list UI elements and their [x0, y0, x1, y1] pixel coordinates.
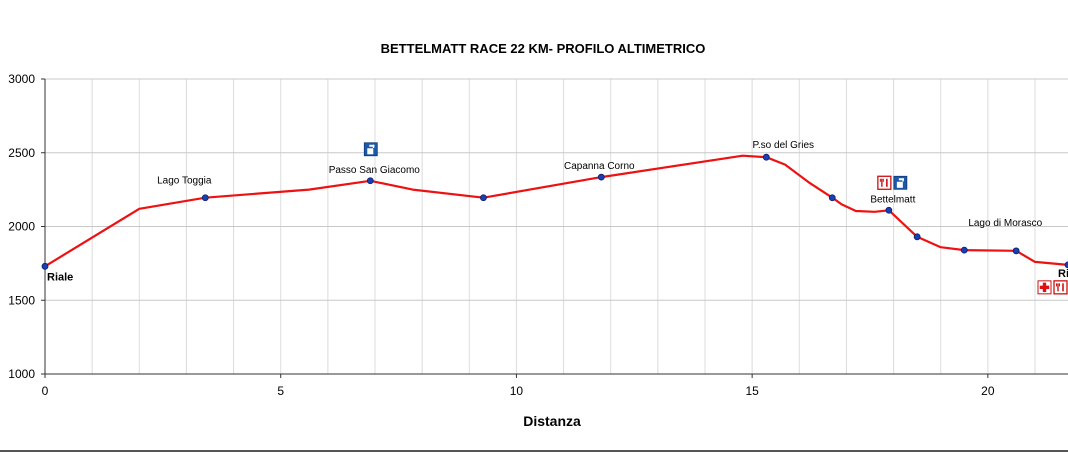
water-icon-spout — [902, 178, 904, 182]
waypoint-label: Bettelmatt — [870, 194, 915, 205]
waypoint-marker — [480, 194, 487, 202]
water-icon-tap — [898, 178, 904, 181]
waypoint-label: Passo San Giacomo — [329, 165, 421, 176]
waypoint-label: P.so del Gries — [753, 140, 815, 151]
waypoint-label: Capanna Corno — [564, 161, 635, 172]
waypoint-marker — [828, 194, 836, 202]
waypoint-marker — [960, 246, 968, 254]
series-group — [41, 153, 1068, 270]
food-icon-bg — [1053, 280, 1068, 295]
x-tick-label: 10 — [510, 384, 524, 398]
chart-title: BETTELMATT RACE 22 KM- PROFILO ALTIMETRI… — [381, 41, 706, 56]
waypoint-marker — [1064, 261, 1068, 269]
waypoint-label: Lago Toggia — [157, 176, 212, 187]
axis-ticks: 1000 1500 2000 2500 3000 0 5 10 15 20 — [8, 72, 995, 398]
first-aid-icon — [1037, 280, 1052, 295]
x-tick-label: 0 — [42, 384, 49, 398]
waypoint-marker — [913, 233, 921, 241]
water-icon-spout — [372, 144, 375, 148]
food-icon-bg — [877, 175, 892, 190]
first-aid-icon-cross-h — [1039, 285, 1050, 290]
x-axis-label: Distanza — [523, 413, 581, 429]
waypoint-labels: Riale Lago Toggia Passo San Giacomo Capanna… — [47, 140, 1068, 295]
y-tick-label: 2500 — [8, 146, 35, 160]
y-tick-label: 1500 — [8, 293, 35, 307]
y-tick-label: 1000 — [8, 367, 35, 381]
waypoint-marker — [41, 262, 49, 270]
food-icon — [1053, 280, 1068, 295]
bottom-border — [0, 450, 1068, 452]
water-icon-glass — [367, 148, 374, 155]
waypoint-label: Ria — [1058, 268, 1068, 280]
waypoint-marker — [597, 173, 605, 181]
x-tick-label: 20 — [981, 384, 995, 398]
food-icon — [877, 175, 892, 190]
waypoint-marker — [1012, 247, 1020, 255]
waypoint-marker — [762, 153, 770, 161]
grid — [44, 78, 1068, 375]
waypoint-label: Lago di Morasco — [968, 218, 1042, 229]
water-icon — [363, 142, 378, 157]
water-icon-glass — [896, 181, 903, 188]
y-tick-label: 3000 — [8, 72, 35, 86]
water-icon — [893, 175, 908, 190]
waypoint-marker — [366, 177, 374, 185]
waypoint-label: Riale — [47, 271, 73, 283]
y-tick-label: 2000 — [8, 220, 35, 234]
x-tick-label: 15 — [745, 384, 759, 398]
water-icon-tap — [369, 144, 375, 147]
elevation-line — [44, 154, 1068, 268]
waypoint-marker — [885, 206, 893, 214]
waypoint-marker — [201, 194, 209, 202]
x-tick-label: 5 — [277, 384, 284, 398]
